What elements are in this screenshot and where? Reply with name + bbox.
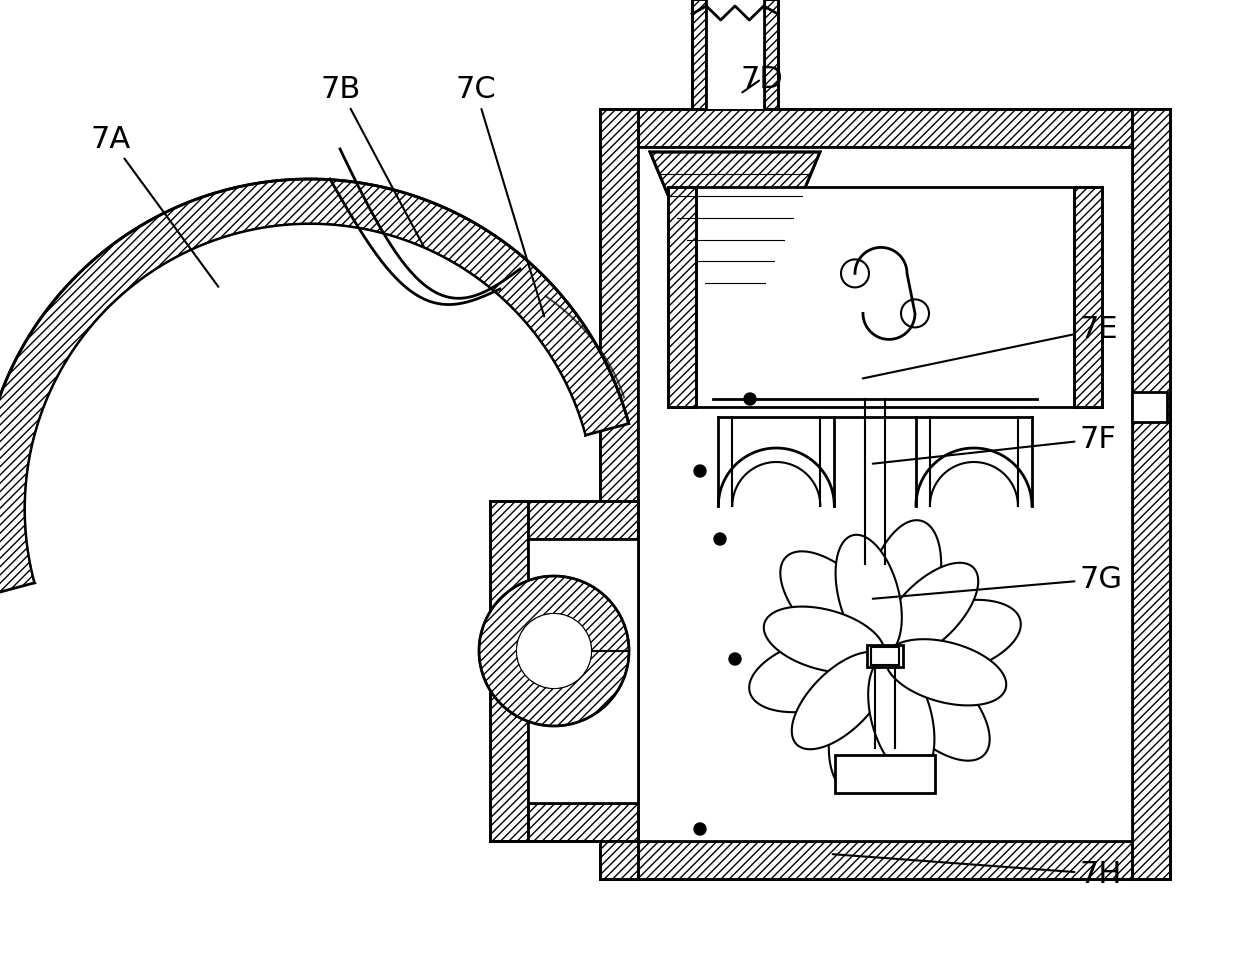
Polygon shape — [780, 551, 894, 665]
Polygon shape — [749, 636, 889, 712]
Circle shape — [517, 614, 591, 688]
Polygon shape — [692, 0, 706, 109]
Polygon shape — [868, 657, 935, 777]
Polygon shape — [864, 520, 941, 661]
Polygon shape — [835, 755, 935, 794]
Polygon shape — [870, 647, 899, 666]
Circle shape — [901, 300, 929, 328]
Circle shape — [841, 260, 869, 288]
Polygon shape — [490, 502, 639, 540]
Polygon shape — [1132, 109, 1171, 879]
Polygon shape — [668, 188, 1102, 408]
Text: 7B: 7B — [320, 76, 424, 247]
Polygon shape — [600, 109, 1171, 148]
Text: 7D: 7D — [740, 66, 782, 94]
Polygon shape — [792, 652, 889, 749]
Text: 7E: 7E — [863, 315, 1118, 379]
Polygon shape — [0, 180, 629, 595]
Polygon shape — [490, 502, 528, 841]
Circle shape — [429, 354, 441, 365]
Circle shape — [479, 577, 629, 726]
Circle shape — [254, 393, 267, 406]
Circle shape — [694, 465, 706, 478]
Polygon shape — [706, 0, 764, 109]
Polygon shape — [26, 226, 584, 583]
Text: 7C: 7C — [455, 76, 544, 317]
Polygon shape — [668, 188, 696, 408]
Polygon shape — [880, 600, 1021, 677]
Text: 7G: 7G — [873, 565, 1123, 599]
Polygon shape — [600, 109, 639, 879]
Circle shape — [517, 614, 591, 688]
Polygon shape — [764, 0, 777, 109]
Polygon shape — [490, 803, 639, 841]
Circle shape — [694, 823, 706, 835]
Polygon shape — [600, 841, 1171, 879]
Polygon shape — [764, 607, 884, 673]
Polygon shape — [880, 563, 978, 661]
Polygon shape — [885, 640, 1006, 705]
Polygon shape — [528, 540, 639, 803]
Polygon shape — [1074, 188, 1102, 408]
Circle shape — [549, 423, 560, 435]
Circle shape — [714, 534, 725, 546]
Circle shape — [729, 653, 742, 666]
Text: 7A: 7A — [91, 125, 218, 288]
Polygon shape — [650, 153, 820, 328]
Polygon shape — [1132, 392, 1167, 422]
Polygon shape — [828, 652, 906, 792]
Polygon shape — [867, 645, 903, 668]
Text: 7F: 7F — [873, 425, 1117, 464]
Polygon shape — [639, 148, 1132, 841]
Text: 7H: 7H — [833, 855, 1122, 889]
Polygon shape — [836, 535, 901, 656]
Polygon shape — [877, 648, 990, 761]
Circle shape — [744, 393, 756, 406]
